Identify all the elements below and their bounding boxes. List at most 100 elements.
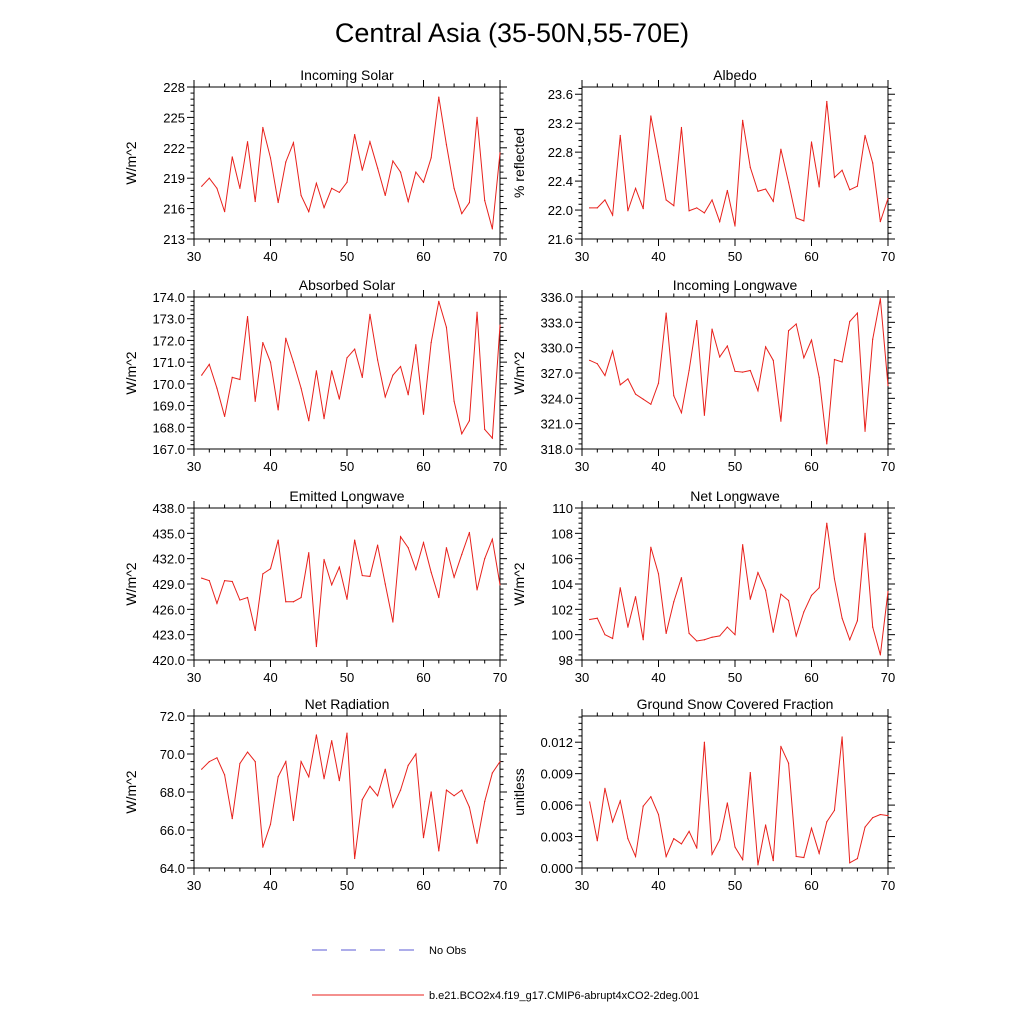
- data-point: [246, 315, 249, 318]
- plot-frame: [581, 507, 889, 661]
- panel-title: Albedo: [713, 67, 757, 83]
- y-tick-label: 225: [163, 110, 185, 125]
- data-point: [596, 617, 598, 619]
- data-point: [703, 212, 706, 214]
- y-tick-label: 318.0: [540, 442, 573, 457]
- panel-incoming-longwave: Incoming Longwave W/m^2 30 40 50 60 70 318.0 321…: [511, 277, 895, 474]
- series-line: [589, 101, 889, 227]
- data-point: [224, 415, 226, 418]
- data-point: [734, 225, 736, 227]
- data-point: [468, 531, 470, 534]
- data-point: [377, 359, 379, 361]
- data-point: [856, 312, 859, 314]
- data-point: [589, 359, 591, 361]
- y-tick-label: 168.0: [152, 420, 185, 435]
- data-point: [619, 800, 621, 802]
- data-point: [292, 601, 295, 603]
- y-tick-label: 429.0: [152, 577, 185, 592]
- data-point: [742, 859, 744, 861]
- data-point: [680, 126, 683, 129]
- data-point: [392, 160, 394, 162]
- data-point: [841, 169, 843, 171]
- data-point: [772, 860, 774, 862]
- data-point: [872, 338, 874, 340]
- data-point: [657, 813, 660, 816]
- x-tick-label: 50: [340, 249, 354, 264]
- data-point: [818, 186, 820, 188]
- data-point: [269, 823, 272, 825]
- data-point: [246, 596, 249, 599]
- data-point: [833, 358, 836, 361]
- data-point: [300, 761, 302, 763]
- data-point: [285, 761, 287, 763]
- y-axis-label: W/m^2: [123, 770, 139, 813]
- x-tick-label: 60: [416, 249, 430, 264]
- data-point: [453, 187, 455, 189]
- data-point: [795, 635, 797, 637]
- y-tick-label: 72.0: [160, 709, 185, 724]
- data-point: [772, 631, 774, 633]
- x-tick-label: 70: [881, 459, 895, 474]
- x-tick-label: 30: [187, 459, 201, 474]
- data-point: [422, 413, 425, 415]
- data-point: [856, 620, 859, 622]
- data-point: [369, 141, 371, 143]
- data-point: [719, 356, 721, 358]
- data-point: [262, 342, 264, 344]
- data-point: [887, 385, 889, 387]
- data-point: [338, 780, 340, 782]
- data-point: [338, 398, 340, 400]
- data-point: [430, 571, 432, 573]
- data-point: [719, 221, 721, 223]
- x-tick-label: 70: [493, 249, 507, 264]
- x-tick-label: 50: [340, 670, 354, 685]
- data-point: [818, 852, 820, 854]
- data-point: [308, 211, 310, 213]
- data-point: [589, 207, 591, 209]
- y-tick-label: 108: [551, 526, 573, 541]
- y-tick-label: 432.0: [152, 552, 185, 567]
- data-point: [254, 629, 256, 632]
- data-point: [262, 846, 264, 848]
- data-point: [361, 169, 363, 171]
- y-tick-label: 64.0: [160, 861, 185, 876]
- y-tick-label: 22.4: [548, 174, 573, 189]
- data-point: [399, 171, 402, 173]
- data-point: [354, 857, 356, 860]
- data-point: [201, 374, 203, 376]
- data-point: [765, 824, 767, 826]
- data-point: [239, 378, 241, 381]
- data-point: [224, 774, 226, 776]
- y-tick-label: 228: [163, 80, 185, 95]
- data-point: [277, 409, 279, 411]
- data-point: [384, 194, 386, 197]
- x-tick-label: 40: [651, 670, 665, 685]
- data-point: [619, 384, 621, 386]
- y-axis-label: W/m^2: [123, 562, 139, 605]
- data-point: [634, 855, 637, 858]
- plot-frame: [581, 86, 889, 240]
- data-point: [484, 428, 486, 431]
- data-point: [453, 400, 455, 402]
- data-point: [453, 795, 455, 797]
- data-point: [277, 539, 279, 541]
- y-tick-label: 213: [163, 232, 185, 247]
- data-point: [461, 213, 463, 215]
- data-point: [484, 800, 486, 803]
- data-point: [285, 161, 287, 163]
- series-line: [589, 736, 889, 865]
- y-tick-label: 21.6: [548, 232, 573, 247]
- data-point: [742, 544, 744, 546]
- data-point: [377, 544, 379, 546]
- data-point: [627, 210, 629, 212]
- data-point: [445, 547, 448, 549]
- data-point: [369, 575, 371, 578]
- data-point: [696, 640, 698, 642]
- data-point: [208, 580, 210, 582]
- data-point: [849, 320, 851, 323]
- data-point: [673, 838, 675, 840]
- y-tick-label: 174.0: [152, 290, 185, 305]
- data-point: [224, 211, 226, 213]
- y-tick-label: 0.000: [540, 861, 573, 876]
- data-point: [422, 837, 425, 839]
